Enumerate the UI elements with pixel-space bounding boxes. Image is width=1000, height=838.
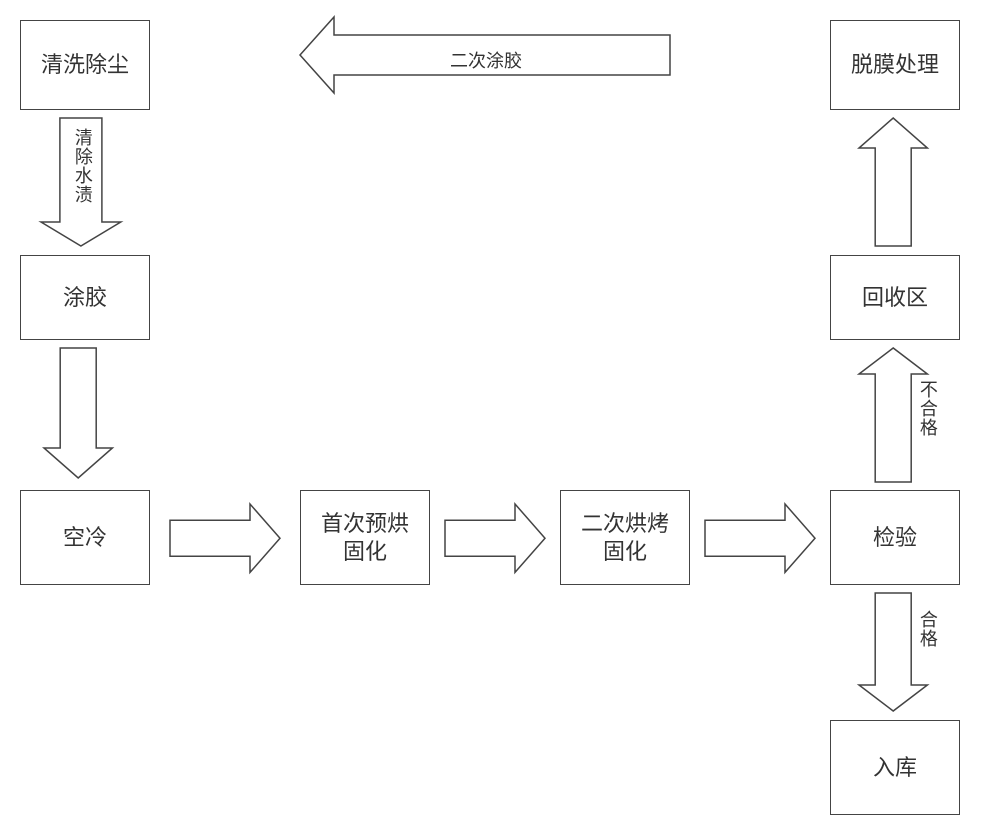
arrow-e-rec-strip — [857, 118, 929, 246]
node-label: 入库 — [873, 754, 917, 782]
node-label: 涂胶 — [63, 284, 107, 312]
node-prebake: 首次预烘 固化 — [300, 490, 430, 585]
arrow-e-sec-inspect — [705, 502, 815, 574]
arrow-label-e-inspect-store: 合格 — [918, 610, 937, 648]
node-label: 空冷 — [63, 524, 107, 552]
node-label: 回收区 — [862, 284, 928, 312]
node-inspect: 检验 — [830, 490, 960, 585]
arrow-e-glue-aircool — [42, 348, 114, 478]
node-label: 二次烘烤 固化 — [581, 510, 669, 565]
arrow-label-e-inspect-rec: 不合格 — [918, 380, 937, 437]
node-clean: 清洗除尘 — [20, 20, 150, 110]
arrow-e-aircool-pre — [170, 502, 280, 574]
node-label: 检验 — [873, 524, 917, 552]
node-glue: 涂胶 — [20, 255, 150, 340]
node-aircool: 空冷 — [20, 490, 150, 585]
node-strip: 脱膜处理 — [830, 20, 960, 110]
arrow-label-e-top-back: 二次涂胶 — [450, 47, 522, 73]
node-store: 入库 — [830, 720, 960, 815]
node-label: 首次预烘 固化 — [321, 510, 409, 565]
node-secbake: 二次烘烤 固化 — [560, 490, 690, 585]
node-recycle: 回收区 — [830, 255, 960, 340]
node-label: 脱膜处理 — [851, 51, 939, 79]
arrow-label-e-clean-glue: 清除水渍 — [73, 128, 92, 204]
arrow-e-pre-sec — [445, 502, 545, 574]
node-label: 清洗除尘 — [41, 51, 129, 79]
